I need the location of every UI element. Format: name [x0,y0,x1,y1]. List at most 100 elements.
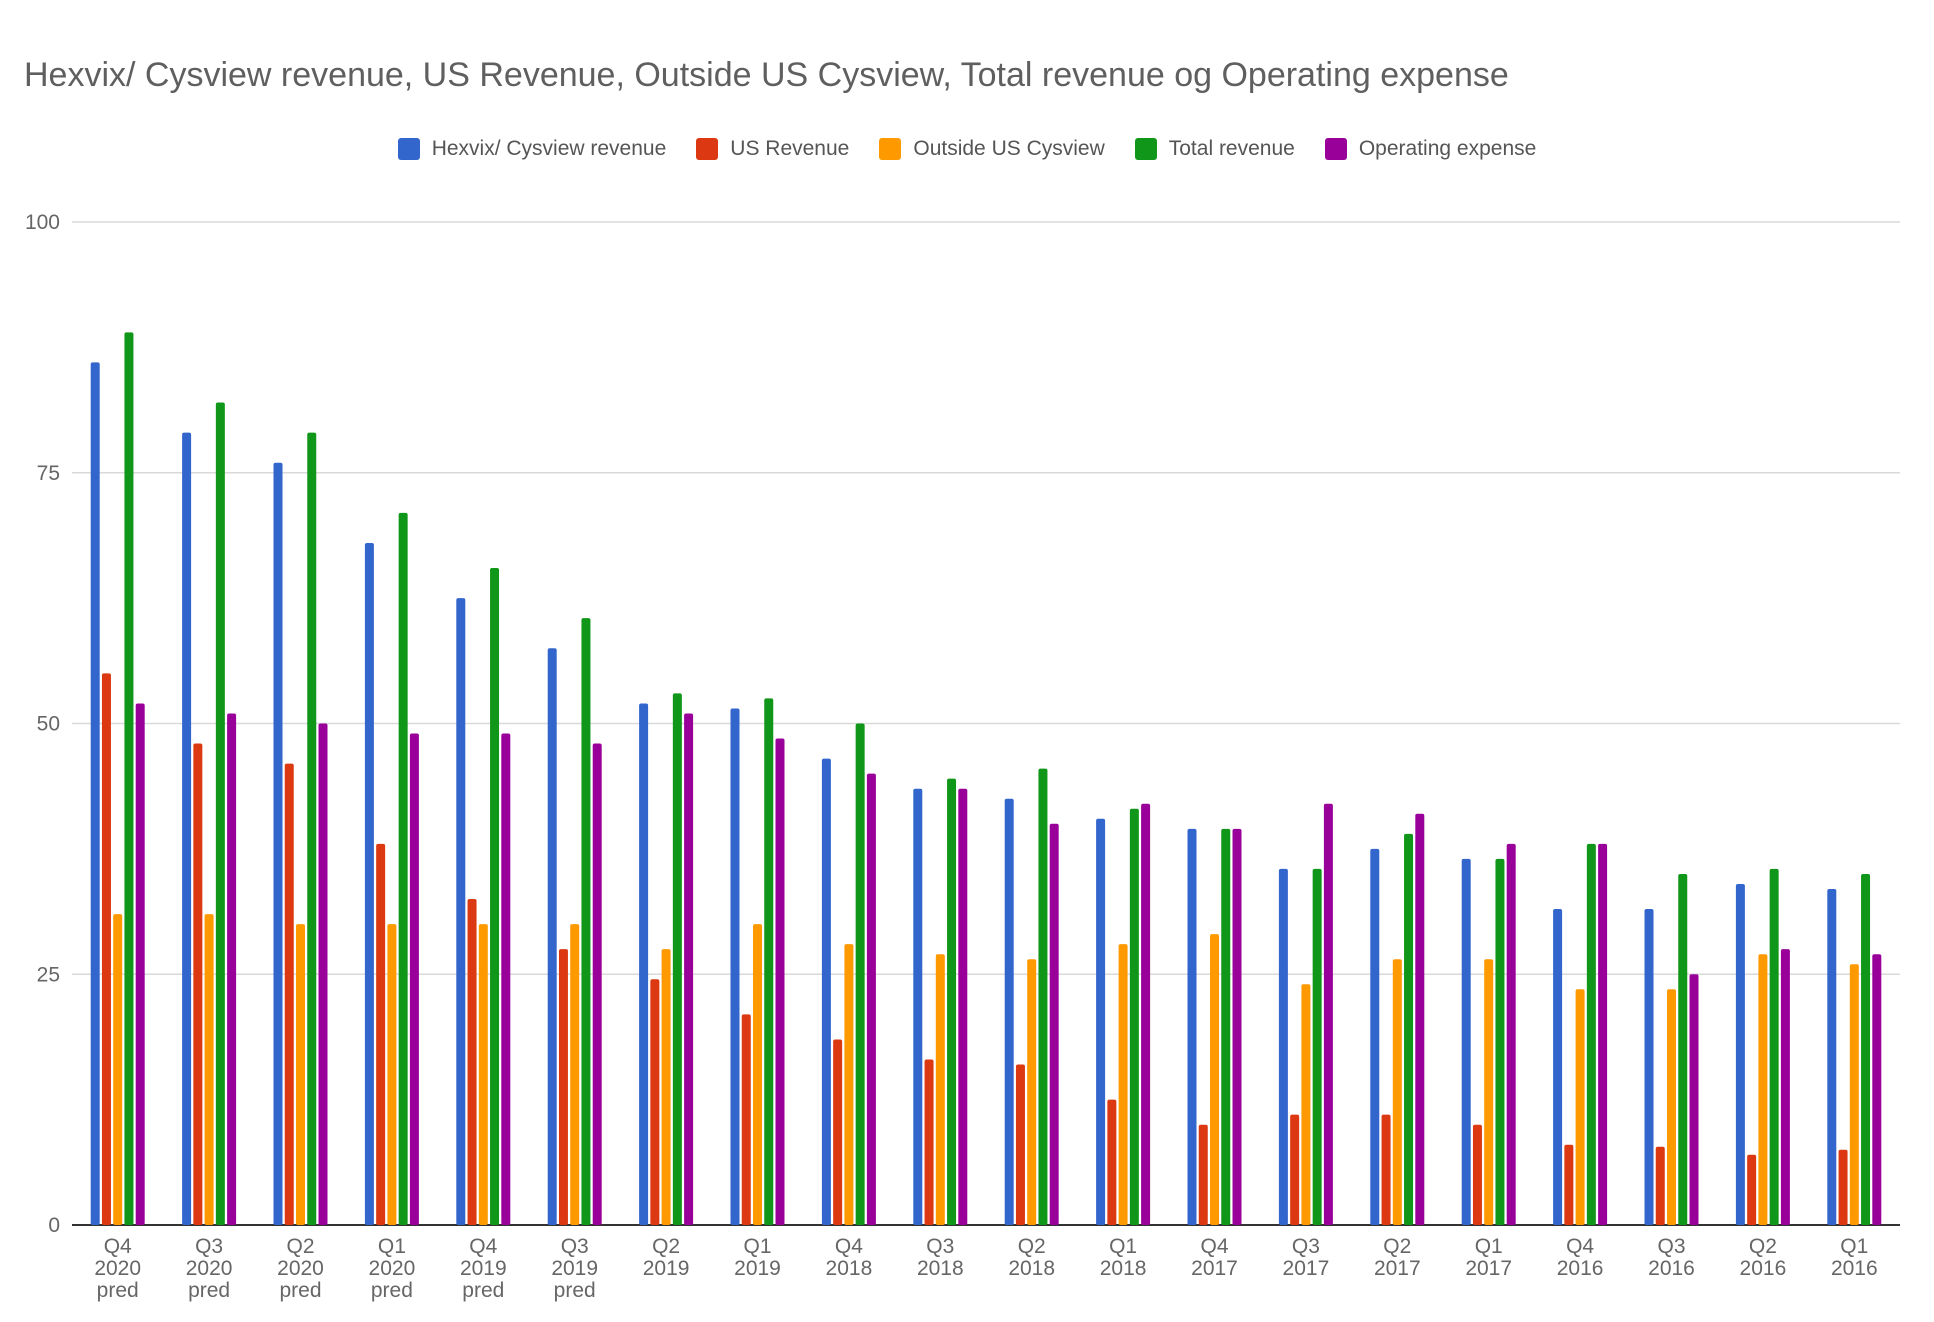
x-tick-label: 2020 [186,1257,233,1280]
bar [1141,803,1151,1225]
x-tick-label: Q3 [1657,1235,1685,1258]
bar [753,924,762,1225]
bar [1598,843,1608,1225]
bar [1667,989,1676,1225]
bar [1301,984,1311,1225]
legend: Hexvix/ Cysview revenue US Revenue Outside… [0,137,1934,161]
bar [1506,843,1516,1225]
bar [1838,1149,1848,1225]
bar [672,693,682,1225]
x-tick-label: Q2 [1749,1235,1777,1258]
bar [730,708,740,1225]
legend-label: Operating expense [1358,137,1537,160]
bar [1747,1154,1757,1225]
bar [1107,1099,1117,1225]
x-tick-label: 2016 [1831,1257,1878,1280]
legend-item: Operating expense [1324,137,1537,161]
x-tick-label: Q1 [1840,1235,1868,1258]
bar [376,843,386,1225]
x-tick-label: pred [462,1279,504,1302]
x-tick-label: pred [279,1279,321,1302]
bar [1461,858,1471,1225]
bar [1758,954,1768,1225]
x-tick-label: Q3 [926,1235,954,1258]
legend-label: Outside US Cysview [913,137,1105,160]
bar [1586,843,1596,1225]
x-tick-label: 2018 [1008,1257,1055,1280]
x-tick-label: Q4 [104,1235,132,1258]
x-tick-label: Q3 [561,1235,589,1258]
bar [1015,1064,1025,1225]
bar [913,788,923,1225]
bar [1290,1114,1300,1225]
x-tick-label: Q1 [1475,1235,1503,1258]
bar [1312,868,1322,1225]
bar [193,743,203,1225]
legend-item: Outside US Cysview [879,137,1105,161]
bar [1381,1114,1391,1225]
x-tick-label: Q2 [1383,1235,1411,1258]
x-tick-label: 2019 [551,1257,598,1280]
bar [478,924,488,1225]
bar [1861,873,1871,1225]
x-tick-label: Q4 [469,1235,497,1258]
bar [775,738,785,1225]
bar [844,944,854,1225]
legend-label: US Revenue [730,137,850,160]
legend-swatch [1324,138,1347,160]
x-tick-label: pred [554,1279,596,1302]
y-tick-label: 25 [37,963,60,986]
x-tick-label: 2017 [1374,1257,1421,1280]
bar [592,743,602,1225]
x-tick-label: 2019 [460,1257,507,1280]
bar [741,1014,751,1225]
bar [467,899,477,1225]
x-tick-label: 2018 [917,1257,964,1280]
bar [1370,848,1380,1225]
bar [581,618,591,1225]
chart-title: Hexvix/ Cysview revenue, US Revenue, Out… [24,56,1509,94]
legend-item: US Revenue [696,137,849,161]
x-tick-label: 2018 [826,1257,873,1280]
bar [947,778,957,1225]
bar [273,462,283,1226]
bar [1415,813,1425,1225]
bar [1495,858,1505,1225]
y-tick-label: 50 [37,713,60,736]
x-tick-label: Q2 [1018,1235,1046,1258]
bar [1323,803,1333,1225]
bar [1221,828,1231,1225]
bar [398,512,408,1225]
bar [227,713,237,1225]
bar [1392,959,1402,1225]
y-tick-label: 100 [25,211,60,234]
bar [570,924,580,1225]
bar [1575,989,1585,1225]
legend-label: Total revenue [1168,137,1295,160]
x-tick-label: 2017 [1191,1257,1238,1280]
x-tick-label: Q1 [743,1235,771,1258]
bar [924,1059,934,1225]
bar [855,723,865,1225]
legend-swatch [397,138,420,160]
bar [1198,1124,1208,1225]
legend-item: Total revenue [1134,137,1295,161]
legend-swatch [1134,138,1157,160]
x-tick-label: Q2 [286,1235,314,1258]
bar [113,914,123,1225]
bar [661,949,671,1225]
bar [1210,934,1219,1225]
y-tick-label: 0 [48,1214,60,1237]
x-tick-label: Q3 [1292,1235,1320,1258]
bar [1484,959,1494,1225]
bar [1096,818,1106,1225]
bar [296,924,305,1225]
bar [1004,798,1014,1225]
bar [456,598,466,1225]
x-tick-label: Q4 [1566,1235,1594,1258]
x-tick-label: 2020 [94,1257,141,1280]
bar [650,979,660,1225]
bar [215,402,225,1225]
bar [1404,833,1414,1225]
